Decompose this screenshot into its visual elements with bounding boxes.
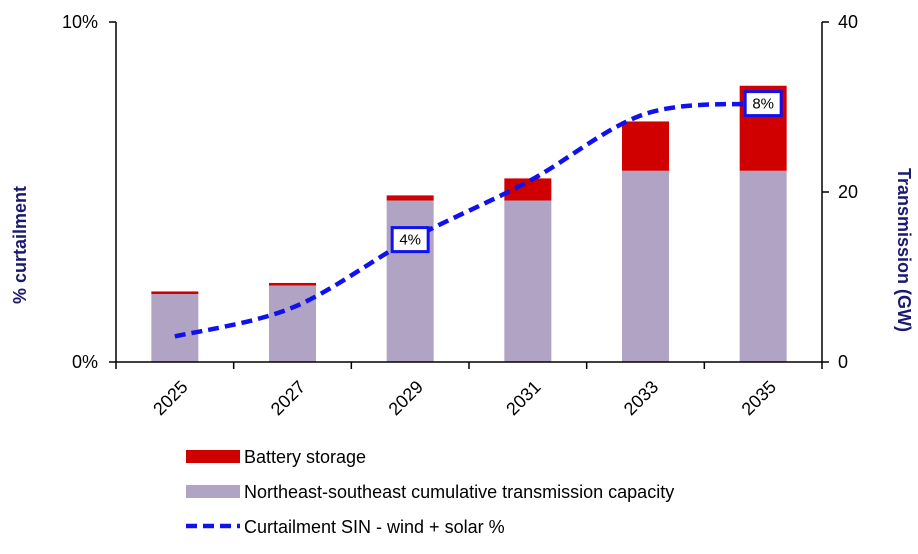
bar-transmission-2031 [504, 200, 552, 362]
data-label-2029: 4% [399, 232, 421, 249]
curtailment-line [174, 101, 764, 339]
y-left-tick-label: 10% [62, 12, 98, 32]
y-right-tick-label: 20 [838, 182, 858, 202]
data-label-2035: 8% [752, 96, 774, 113]
legend-swatch-transmission [186, 485, 240, 498]
bar-battery-2031 [504, 178, 552, 201]
axes-layer [115, 22, 823, 363]
bar-battery-2033 [622, 121, 669, 171]
x-tick-label: 2027 [267, 377, 309, 419]
bar-battery-2025 [151, 291, 199, 294]
y-right-axis-title: Transmission (GW) [894, 168, 914, 332]
bar-battery-2027 [269, 282, 316, 286]
data-labels-layer: 4% 8% [390, 90, 783, 254]
legend: Battery storage Northeast-southeast cumu… [186, 447, 674, 537]
data-label-box-2035 [743, 90, 783, 118]
legend-label-transmission: Northeast-southeast cumulative transmiss… [244, 482, 674, 502]
bar-transmission-2035 [739, 170, 787, 362]
data-label-box-2029 [390, 226, 430, 254]
bar-battery-2029 [386, 195, 434, 201]
legend-label-battery: Battery storage [244, 447, 366, 467]
x-tick-label: 2025 [149, 377, 191, 419]
x-tick-label: 2029 [385, 377, 427, 419]
legend-swatch-battery [186, 450, 240, 463]
bar-transmission-2033 [622, 170, 669, 362]
legend-label-curtailment: Curtailment SIN - wind + solar % [244, 517, 505, 537]
x-tick-label: 2035 [738, 377, 780, 419]
bar-transmission-2027 [269, 285, 316, 362]
y-left-axis-title: % curtailment [10, 186, 30, 304]
x-tick-label: 2031 [502, 377, 544, 419]
bar-transmission-2029 [386, 200, 434, 362]
x-tick-label: 2033 [620, 377, 662, 419]
bar-transmission-2025 [151, 294, 199, 362]
y-right-tick-label: 0 [838, 352, 848, 372]
bars-layer [151, 85, 787, 362]
y-left-tick-label: 0% [72, 352, 98, 372]
y-right-tick-label: 40 [838, 12, 858, 32]
